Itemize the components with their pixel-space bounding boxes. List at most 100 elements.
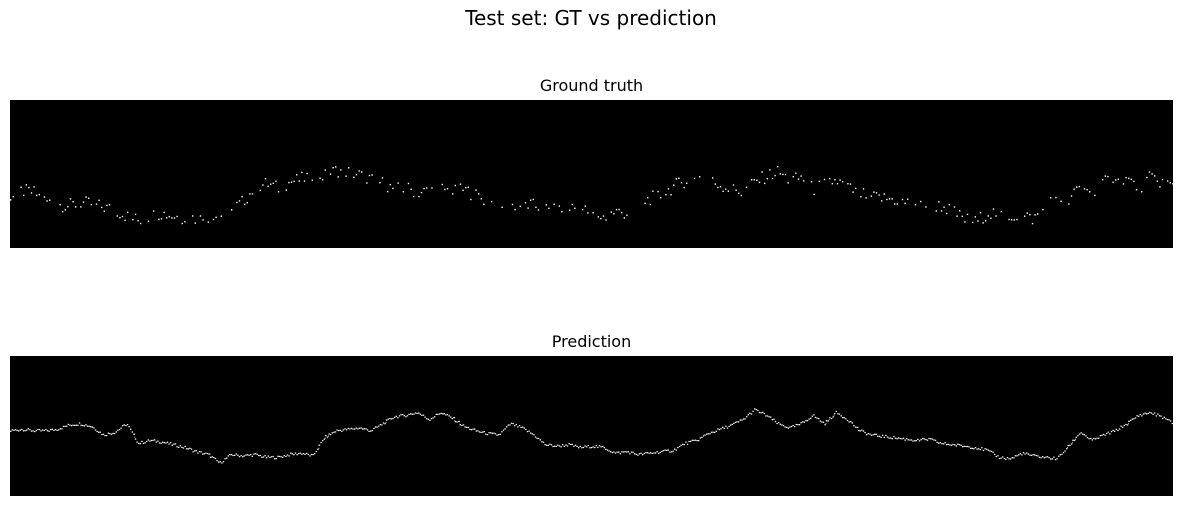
pred-dot <box>1024 453 1026 455</box>
gt-dot <box>322 179 324 181</box>
pred-dot <box>1109 433 1111 435</box>
gt-dot <box>849 183 852 185</box>
pred-dot <box>134 438 137 440</box>
pred-dot <box>174 443 177 445</box>
pred-dot <box>1056 458 1058 460</box>
gt-dot <box>160 218 163 220</box>
pred-dot <box>285 455 287 457</box>
gt-dot <box>251 193 254 195</box>
pred-dot <box>467 426 469 429</box>
gt-dot <box>1167 180 1169 182</box>
gt-dot <box>683 186 685 189</box>
pred-dot <box>678 445 681 448</box>
pred-dot <box>355 427 357 429</box>
pred-dot <box>589 447 591 449</box>
pred-dot <box>253 453 255 455</box>
gt-dot <box>491 200 493 203</box>
gt-dot <box>860 196 862 198</box>
pred-dot <box>1066 448 1068 450</box>
pred-dot <box>829 417 831 419</box>
pred-dot <box>219 461 221 463</box>
pred-dot <box>70 425 73 427</box>
pred-dot <box>906 438 908 440</box>
gt-dot <box>389 183 391 186</box>
pred-dot <box>262 456 265 458</box>
gt-dot <box>678 177 680 179</box>
pred-dot <box>610 451 612 453</box>
gt-dot <box>977 220 979 222</box>
pred-dot <box>707 433 709 435</box>
pred-dot <box>645 452 647 454</box>
pred-dot <box>29 429 31 431</box>
pred-dot <box>195 450 197 452</box>
gt-dot <box>1083 188 1086 190</box>
pred-dot <box>120 427 122 429</box>
gt-dot <box>878 194 880 196</box>
gt-dot <box>1016 218 1018 221</box>
gt-dot <box>725 188 727 190</box>
pred-dot <box>856 426 858 428</box>
gt-dot <box>530 199 532 201</box>
gt-dot <box>1125 176 1127 179</box>
gt-dot <box>855 187 857 190</box>
pred-dot <box>563 445 565 447</box>
pred-dot <box>1154 412 1156 414</box>
gt-dot <box>134 213 137 216</box>
pred-dot <box>387 418 389 420</box>
gt-dot <box>244 203 246 206</box>
gt-dot <box>124 219 126 221</box>
pred-dot <box>432 417 434 419</box>
pred-dot <box>266 457 268 459</box>
gt-dot <box>738 192 740 195</box>
pred-dot <box>786 426 788 428</box>
pred-dot <box>990 450 993 452</box>
pred-dot <box>918 440 921 442</box>
pred-dot <box>234 454 236 456</box>
pred-dot <box>1010 458 1012 460</box>
pred-dot <box>187 448 189 450</box>
pred-dot <box>464 426 466 428</box>
pred-dot <box>672 450 674 452</box>
pred-dot <box>752 410 754 412</box>
pred-dot <box>192 451 194 453</box>
pred-dot <box>758 411 761 414</box>
gt-dot <box>298 180 300 182</box>
pred-dot <box>141 440 143 442</box>
pred-dot <box>840 415 842 417</box>
gt-dot <box>992 208 995 210</box>
gt-dot <box>1073 188 1075 190</box>
pred-dot <box>114 432 116 435</box>
pred-dot <box>714 431 716 433</box>
gt-dot <box>647 197 649 199</box>
gt-dot <box>319 177 321 179</box>
pred-dot <box>654 452 657 454</box>
pred-dot <box>1165 418 1167 420</box>
gt-dot <box>397 182 399 184</box>
pred-dot <box>722 426 724 428</box>
pred-dot <box>488 432 490 434</box>
pred-dot <box>1112 429 1114 431</box>
pred-dot <box>854 426 857 428</box>
gt-dot <box>1130 178 1132 181</box>
pred-dot <box>448 415 450 417</box>
pred-dot <box>280 456 282 458</box>
gt-dot <box>1172 183 1173 185</box>
gt-dot <box>914 204 917 206</box>
pred-dot <box>232 454 234 457</box>
pred-dot <box>1002 456 1004 458</box>
gt-dot <box>387 190 389 193</box>
gt-dot <box>1031 222 1034 225</box>
pred-dot <box>1138 415 1140 417</box>
pred-dot <box>69 424 71 426</box>
pred-dot <box>171 444 173 446</box>
pred-dot <box>899 437 901 440</box>
gt-dot <box>290 181 293 183</box>
pred-dot <box>539 439 541 441</box>
gt-dot <box>272 182 274 184</box>
pred-dot <box>438 413 441 415</box>
gt-dot <box>475 189 477 191</box>
pred-dot <box>384 423 386 425</box>
pred-dot <box>256 453 258 455</box>
pred-dot <box>282 456 284 458</box>
pred-dot <box>1106 432 1108 435</box>
